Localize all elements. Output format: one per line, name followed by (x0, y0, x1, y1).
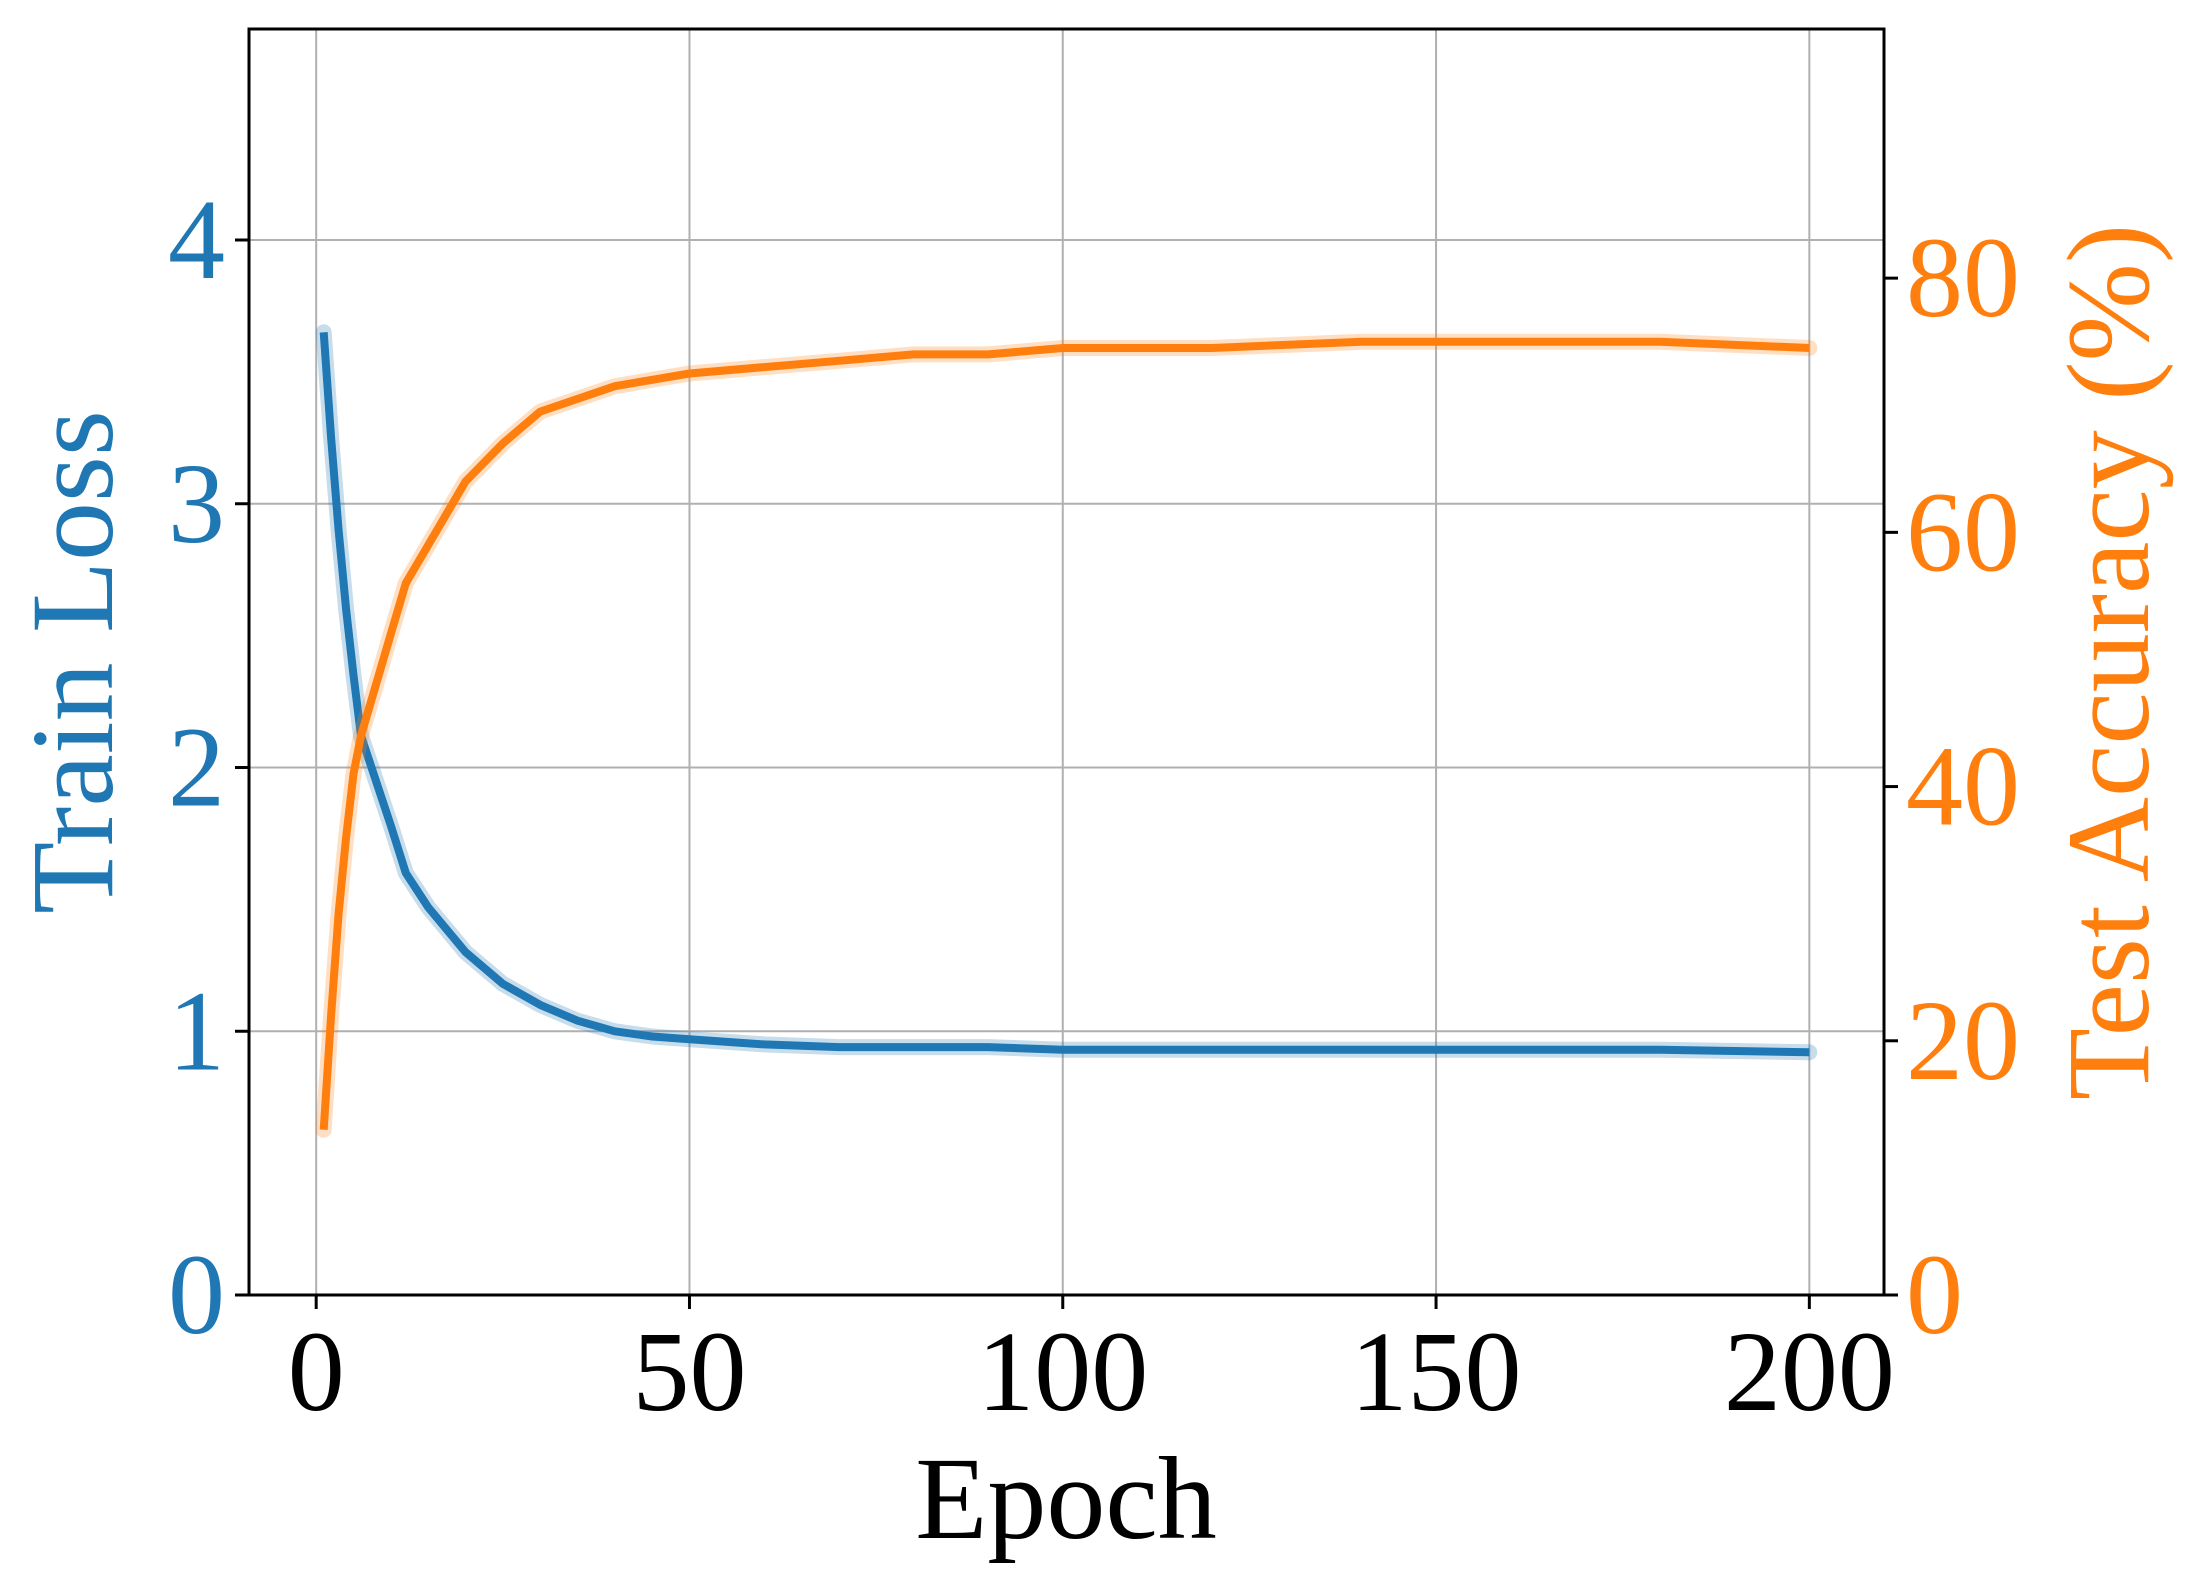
right-y-axis-title: Test Accuracy (%) (2043, 224, 2174, 1100)
left-y-axis-title: Train Loss (7, 410, 138, 914)
left-y-tick-label: 1 (168, 967, 225, 1094)
x-tick-label: 50 (632, 1308, 746, 1435)
left-y-tick-label: 2 (168, 704, 225, 831)
right-y-tick-label: 0 (1906, 1231, 1963, 1358)
right-y-tick-label: 40 (1906, 723, 2020, 850)
left-y-tick-label: 3 (168, 440, 225, 567)
x-tick-label: 150 (1351, 1308, 1522, 1435)
right-y-tick-label: 20 (1906, 977, 2020, 1104)
x-tick-label: 200 (1724, 1308, 1895, 1435)
grid-layer (249, 29, 1884, 1295)
left-y-tick-label: 4 (168, 176, 225, 303)
x-tick-label: 100 (977, 1308, 1148, 1435)
series-layer (315, 324, 1818, 1138)
right-y-tick-label: 80 (1906, 214, 2020, 341)
x-axis-title: Epoch (915, 1433, 1216, 1564)
left-y-tick-label: 0 (168, 1231, 225, 1358)
test-accuracy-line (319, 337, 1810, 1131)
plot-frame (247, 27, 1886, 1297)
train-loss-line (319, 332, 1810, 1057)
right-y-tick-label: 60 (1906, 468, 2020, 595)
train-loss-runs-band (315, 324, 1818, 1061)
x-tick-label: 0 (288, 1308, 345, 1435)
